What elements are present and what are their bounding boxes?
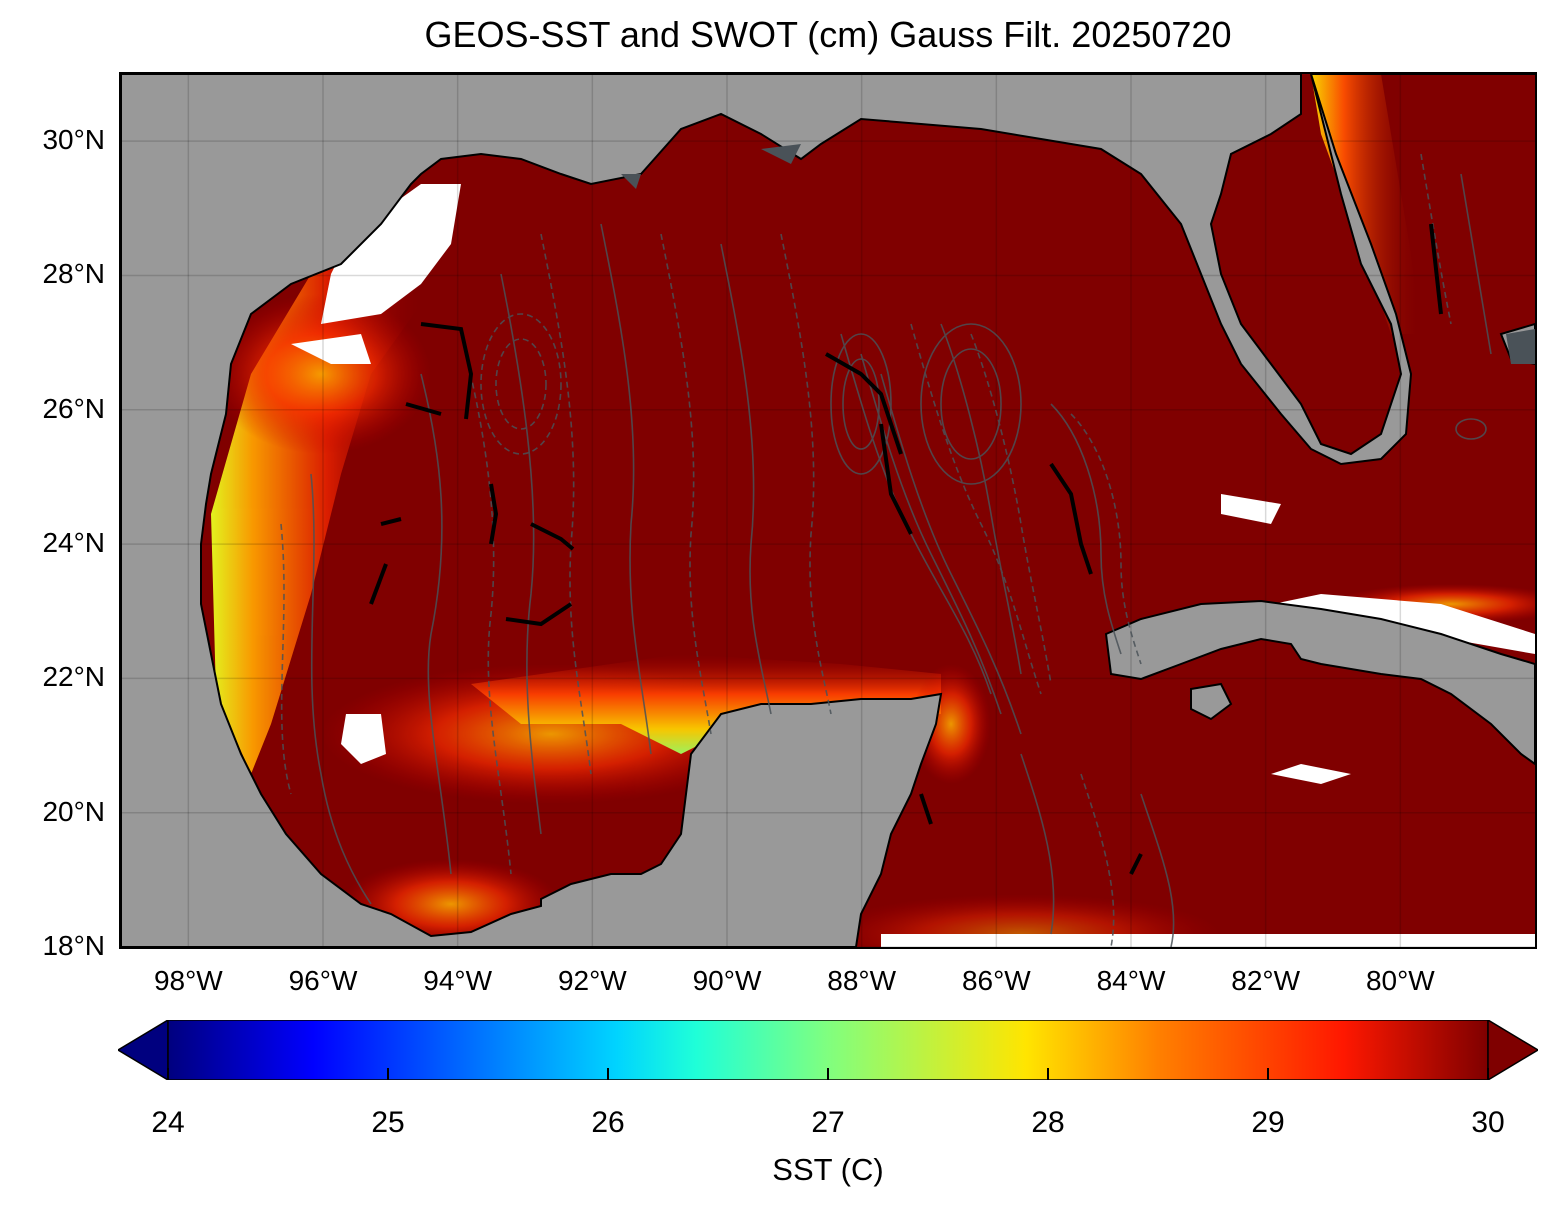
colorbar-tick-label: 26 [591,1106,625,1139]
colorbar-extend-max [1487,1020,1538,1080]
lat-tick-label: 26°N [42,392,105,424]
lon-tick-label: 82°W [1231,965,1301,996]
lon-tick-label: 96°W [288,965,358,996]
land-isla-juventud [1190,682,1233,721]
lon-tick-label: 86°W [961,965,1031,996]
map-title: GEOS-SST and SWOT (cm) Gauss Filt. 20250… [424,14,1232,55]
warm-patch-texas [211,294,431,454]
lat-tick-label: 28°N [42,258,105,290]
colorbar-tick-label: 27 [811,1106,845,1139]
colorbar-tick-label: 29 [1251,1106,1285,1139]
lon-tick-label: 90°W [692,965,762,996]
lat-tick-label: 18°N [42,930,105,961]
florida-east-warm-band [1311,74,1421,334]
lat-tick-label: 24°N [42,527,105,559]
colorbar-tick-label: 28 [1031,1106,1065,1139]
lon-tick-label: 92°W [557,965,627,996]
colorbar-extend-min [118,1020,169,1080]
map-frame [119,72,1537,949]
lon-tick-label: 84°W [1096,965,1166,996]
land [121,74,1535,947]
warm-patch-channel [911,664,991,784]
land-north-america [121,74,1535,947]
sst-colorbar [118,1020,1538,1080]
sst-map [121,74,1535,947]
swot-zero-contours [369,223,1443,875]
graticule [121,74,1535,947]
colorbar-label: SST (C) [772,1152,884,1187]
lon-tick-label: 98°W [153,965,223,996]
masked-patches [621,144,1535,364]
lat-tick-label: 30°N [42,124,105,156]
lon-tick-label: 94°W [423,965,493,996]
swot-contours [280,153,1492,947]
warm-patch-caribbean [821,894,1221,947]
land-cuba [1104,599,1535,766]
colorbar-tick-label: 25 [371,1106,405,1139]
colorbar-tick-label: 30 [1471,1106,1505,1139]
lon-tick-label: 80°W [1365,965,1435,996]
lon-tick-label: 88°W [827,965,897,996]
colorbar-tick-label: 24 [151,1106,185,1139]
lat-tick-label: 22°N [42,661,105,693]
lat-tick-label: 20°N [42,795,105,827]
